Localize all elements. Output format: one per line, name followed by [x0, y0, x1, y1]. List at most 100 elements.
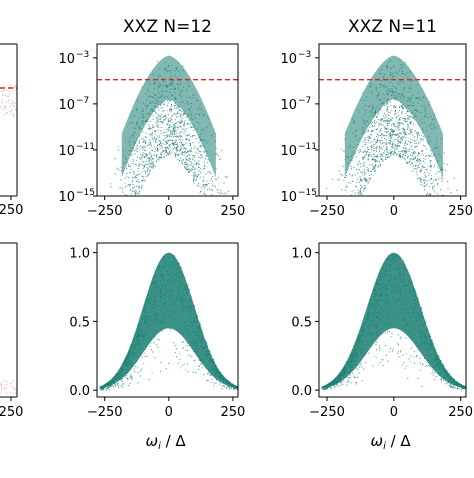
xxz-n12-bottom-point [156, 344, 157, 345]
xxz-n11-top-point [360, 166, 361, 167]
xxz-n12-top-point [176, 144, 177, 145]
xxz-n11-top-point [366, 153, 367, 154]
xxz-n12-top-point [191, 162, 192, 163]
xxz-n11-top-point [426, 155, 427, 156]
xxz-n12-top-point [149, 152, 150, 153]
xxz-n12-top-point [149, 158, 150, 159]
xxz-n11-top-point [384, 128, 385, 129]
xxz-n11-top-point [363, 191, 364, 192]
xxz-n11-top-point [418, 161, 419, 162]
xxz-n11-top-point [392, 134, 393, 135]
xxz-n11-top-point [417, 174, 418, 175]
xxz-n11-top-point [379, 161, 380, 162]
xxz-n12-top-point [177, 129, 178, 130]
xxz-n12-top-point [202, 157, 203, 158]
xxz-n12-top-point [153, 166, 154, 167]
xxz-n11-top-point [387, 121, 388, 122]
xxz-n11-top-point [372, 168, 373, 169]
xxz-n12-top-point [164, 153, 165, 154]
xxz-n12-top-point [182, 152, 183, 153]
xxz-n12-top-point [193, 159, 194, 160]
xxz-n11-top-point [394, 148, 395, 149]
xxz-n11-bottom-point [372, 366, 373, 367]
xxz-n12-top-point [188, 172, 189, 173]
xxz-n12-bottom-point [219, 384, 220, 385]
xxz-n11-bottom-point [359, 366, 360, 367]
xxz-n12-bottom-y-tick-label: 0.0 [69, 384, 90, 399]
xxz-n12-bottom-point [207, 373, 208, 374]
xxz-n12-bottom-point [106, 390, 107, 391]
xxz-n11-top-point [386, 117, 387, 118]
xxz-n11-top-point [415, 130, 416, 131]
xxz-n11-top-point [403, 148, 404, 149]
xxz-n11-top-point [392, 154, 393, 155]
xxz-n12-bottom-point [234, 389, 235, 390]
left-partial-top-point [3, 90, 4, 91]
xxz-n11-top-point [378, 135, 379, 136]
xxz-n12-top-point [136, 175, 137, 176]
xxz-n11-top-point [426, 169, 427, 170]
xxz-n11-top-point [374, 160, 375, 161]
xxz-n12-bottom-point [143, 363, 144, 364]
xxz-n11-top-point [423, 180, 424, 181]
xxz-n12-top-point [164, 138, 165, 139]
xxz-n11-top-point [387, 152, 388, 153]
xxz-n12-bottom-point [126, 375, 127, 376]
xxz-n12-top-point [150, 121, 151, 122]
xxz-n12-top-point [199, 164, 200, 165]
xxz-n11-top-point [347, 186, 348, 187]
xxz-n11-top-point [423, 167, 424, 168]
xxz-n11-top-point [379, 131, 380, 132]
xxz-n11-top-point [370, 178, 371, 179]
xxz-n12-top-point [168, 114, 169, 115]
xxz-n11-top-point [415, 146, 416, 147]
left-partial-bottom-point [5, 389, 6, 390]
xxz-n11-top-point [371, 123, 372, 124]
xxz-n11-top-point [404, 129, 405, 130]
xxz-n12-top-point [186, 148, 187, 149]
xxz-n12-top-point [176, 108, 177, 109]
xxz-n12-bottom-point [118, 385, 119, 386]
xxz-n11-top-point [390, 113, 391, 114]
xxz-n12-top-point [194, 183, 195, 184]
left-partial-top-point [6, 113, 7, 114]
xxz-n12-top-point [141, 138, 142, 139]
xxz-n12-top-point [211, 189, 212, 190]
xxz-n12-top-point [155, 142, 156, 143]
xxz-n12-top-point [203, 181, 204, 182]
xxz-n11-top-point [376, 146, 377, 147]
xxz-n12-bottom-xlabel-main: ω [146, 432, 159, 450]
xxz-n12-top-point [224, 193, 225, 194]
xxz-n12-top-point [143, 152, 144, 153]
xxz-n12-top-point [170, 140, 171, 141]
xxz-n12-top-point [204, 188, 205, 189]
xxz-n12-top-point [151, 145, 152, 146]
xxz-n12-top-point [147, 175, 148, 176]
xxz-n11-top-point [407, 144, 408, 145]
xxz-n12-top-point [181, 136, 182, 137]
xxz-n11-top-point [389, 121, 390, 122]
xxz-n11-top-point [358, 153, 359, 154]
xxz-n12-top-point [142, 171, 143, 172]
xxz-n12-top-point [201, 145, 202, 146]
xxz-n12-top-point [148, 174, 149, 175]
xxz-n11-top-point [398, 151, 399, 152]
xxz-n12-top-point [130, 172, 131, 173]
xxz-n11-top-point [416, 143, 417, 144]
xxz-n11-top-point [413, 123, 414, 124]
xxz-n12-top-point [159, 145, 160, 146]
xxz-n11-top-point [378, 147, 379, 148]
xxz-n11-top-point [386, 148, 387, 149]
xxz-n11-top-point [383, 121, 384, 122]
xxz-n11-top-point [432, 188, 433, 189]
xxz-n11-top-point [393, 154, 394, 155]
xxz-n11-top-point [386, 143, 387, 144]
xxz-n12-top-point [173, 145, 174, 146]
xxz-n11-bottom-point [421, 386, 422, 387]
xxz-n11-top-point [393, 143, 394, 144]
xxz-n11-top-point [374, 169, 375, 170]
xxz-n12-top-point [167, 136, 168, 137]
xxz-n12-top-point [124, 178, 125, 179]
xxz-n11-top-point [361, 194, 362, 195]
left-partial-top-point [5, 95, 6, 96]
